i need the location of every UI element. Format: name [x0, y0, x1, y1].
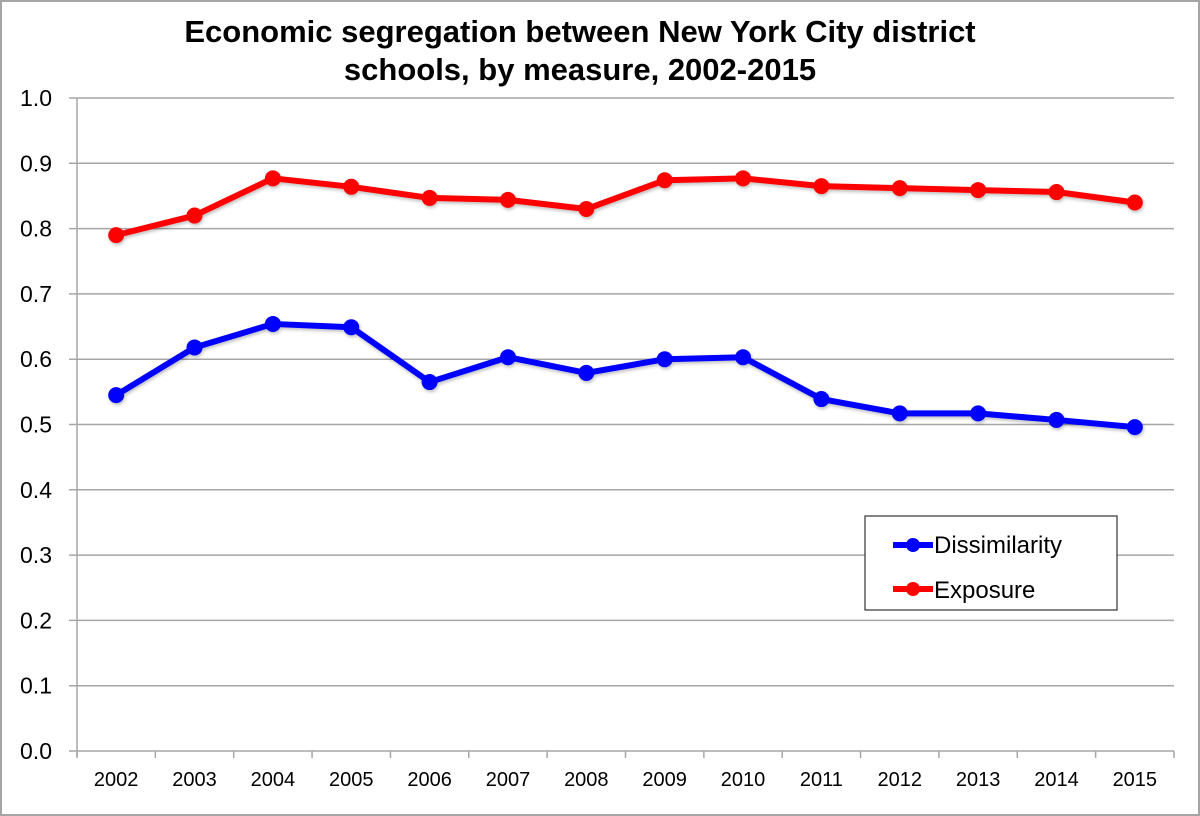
x-axis-tick-labels: 2002 2003 2004 2005 2006 2007 2008 2009 2010 2011…	[94, 769, 1157, 791]
data-point-dissimilarity	[108, 387, 125, 404]
data-point-dissimilarity	[578, 364, 595, 381]
y-tick-label: 0.7	[20, 281, 52, 307]
legend-marker-dissimilarity	[906, 538, 920, 552]
x-tick-label: 2011	[800, 769, 843, 791]
legend-label-exposure: Exposure	[934, 577, 1035, 604]
data-point-dissimilarity	[343, 319, 360, 336]
x-tick-label: 2012	[878, 769, 923, 791]
data-point-dissimilarity	[970, 405, 987, 422]
y-tick-label: 0.2	[20, 607, 52, 633]
data-point-exposure	[264, 170, 281, 187]
data-point-exposure	[108, 227, 125, 244]
x-tick-label: 2015	[1113, 769, 1158, 791]
data-point-dissimilarity	[891, 405, 908, 422]
series-exposure	[108, 170, 1143, 244]
x-tick-label: 2008	[564, 769, 609, 791]
x-tick-label: 2004	[251, 769, 296, 791]
data-point-dissimilarity	[264, 315, 281, 332]
legend-label-dissimilarity: Dissimilarity	[934, 532, 1062, 559]
x-tick-label: 2014	[1034, 769, 1079, 791]
data-point-exposure	[970, 182, 987, 199]
chart-title-line-1: Economic segregation between New York Ci…	[184, 14, 976, 49]
x-tick-label: 2006	[407, 769, 452, 791]
data-point-exposure	[1048, 184, 1065, 201]
series-line-exposure	[115, 175, 1136, 239]
data-point-exposure	[578, 201, 595, 218]
data-point-exposure	[343, 178, 360, 195]
data-point-exposure	[813, 178, 830, 195]
x-tick-label: 2003	[172, 769, 217, 791]
y-tick-label: 0.8	[20, 216, 52, 242]
legend-marker-exposure	[906, 582, 920, 596]
legend-box	[864, 515, 1118, 611]
y-tick-label: 0.4	[20, 477, 52, 503]
data-point-dissimilarity	[813, 391, 830, 408]
data-point-exposure	[891, 180, 908, 197]
data-point-exposure	[735, 170, 752, 187]
data-point-exposure	[656, 172, 673, 189]
y-tick-label: 0.6	[20, 346, 52, 372]
y-tick-label: 0.9	[20, 150, 52, 176]
y-tick-label: 0.0	[20, 738, 52, 764]
data-point-exposure	[186, 207, 203, 224]
data-point-dissimilarity	[1048, 411, 1065, 428]
y-tick-label: 1.0	[20, 85, 52, 111]
x-tick-label: 2009	[642, 769, 687, 791]
axes	[69, 98, 1175, 758]
x-tick-label: 2007	[486, 769, 531, 791]
data-point-exposure	[421, 189, 438, 206]
data-point-dissimilarity	[1126, 419, 1143, 436]
data-point-dissimilarity	[421, 374, 438, 391]
y-axis-tick-labels: 0.0 0.1 0.2 0.3 0.4 0.5 0.6 0.7 0.8 0.9 1.0	[20, 85, 52, 764]
x-tick-label: 2002	[94, 769, 139, 791]
data-point-dissimilarity	[656, 351, 673, 368]
x-tick-label: 2010	[721, 769, 766, 791]
y-tick-label: 0.5	[20, 412, 52, 438]
x-tick-label: 2005	[329, 769, 374, 791]
data-point-exposure	[1126, 194, 1143, 211]
series-line-dissimilarity	[114, 320, 1136, 431]
series-group	[108, 170, 1143, 436]
y-tick-label: 0.1	[20, 673, 52, 699]
legend: Dissimilarity Exposure	[864, 515, 1118, 611]
data-point-dissimilarity	[499, 349, 516, 366]
gridlines	[69, 97, 1174, 687]
series-dissimilarity	[108, 315, 1143, 436]
data-point-dissimilarity	[735, 349, 752, 366]
y-tick-label: 0.3	[20, 542, 52, 568]
chart-title-line-2: schools, by measure, 2002-2015	[343, 52, 817, 87]
x-tick-label: 2013	[956, 769, 1001, 791]
data-point-exposure	[499, 191, 516, 208]
data-point-dissimilarity	[186, 339, 203, 356]
